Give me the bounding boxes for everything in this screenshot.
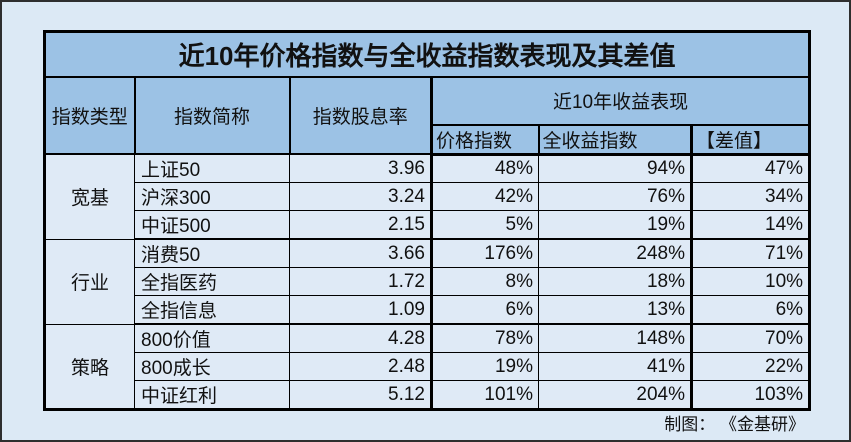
- total-return-cell: 13%: [538, 295, 692, 325]
- group-label-broad: 宽基: [44, 153, 135, 240]
- total-return-cell: 19%: [538, 210, 692, 240]
- dividend-cell: 3.66: [289, 238, 432, 268]
- total-return-cell: 204%: [538, 380, 692, 410]
- dividend-cell: 3.24: [289, 182, 432, 211]
- price-return-cell: 42%: [430, 182, 539, 211]
- header-total-return-index: 全收益指数: [537, 123, 693, 156]
- table-row: 中证红利 5.12 101% 204% 103%: [45, 380, 811, 410]
- header-index-type: 指数类型: [43, 75, 136, 155]
- dividend-cell: 3.96: [289, 153, 432, 183]
- price-return-cell: 5%: [430, 210, 539, 240]
- header-dividend-yield: 指数股息率: [288, 75, 433, 155]
- total-return-cell: 94%: [538, 153, 692, 183]
- price-return-cell: 19%: [430, 352, 539, 381]
- table-title: 近10年价格指数与全收益指数表现及其差值: [43, 30, 811, 78]
- total-return-cell: 18%: [538, 267, 692, 296]
- total-return-cell: 148%: [538, 323, 692, 353]
- table-row: 宽基 上证50 3.96 48% 94% 47%: [44, 153, 811, 240]
- index-name-cell: 沪深300: [134, 182, 290, 211]
- diff-cell: 14%: [689, 210, 811, 240]
- group-label-strategy: 策略: [44, 323, 135, 410]
- index-name-cell: 消费50: [134, 238, 290, 268]
- dividend-cell: 5.12: [289, 380, 432, 410]
- diff-cell: 10%: [689, 267, 811, 296]
- index-name-cell: 中证红利: [134, 380, 290, 410]
- header-price-index: 价格指数: [430, 123, 540, 156]
- title-row: 近10年价格指数与全收益指数表现及其差值: [43, 30, 811, 78]
- price-return-cell: 176%: [430, 238, 539, 268]
- price-return-cell: 6%: [430, 295, 539, 325]
- performance-table: 近10年价格指数与全收益指数表现及其差值 指数类型 指数简称 指数股息率 近10…: [43, 30, 812, 411]
- credit-text: 制图： 《金基研》: [664, 415, 805, 434]
- diff-cell: 47%: [689, 153, 811, 183]
- header-index-name: 指数简称: [133, 75, 291, 155]
- table-row: 中证500 2.15 5% 19% 14%: [45, 210, 811, 240]
- total-return-cell: 248%: [538, 238, 692, 268]
- table-row: 策略 800价值 4.28 78% 148% 70%: [44, 323, 811, 410]
- diff-cell: 34%: [689, 182, 811, 211]
- diff-cell: 71%: [689, 238, 811, 268]
- price-return-cell: 48%: [430, 153, 539, 183]
- table-row: 800成长 2.48 19% 41% 22%: [45, 352, 811, 381]
- total-return-cell: 76%: [538, 182, 692, 211]
- index-name-cell: 800价值: [134, 323, 290, 353]
- index-name-cell: 上证50: [134, 153, 290, 183]
- diff-cell: 70%: [689, 323, 811, 353]
- price-return-cell: 78%: [430, 323, 539, 353]
- price-return-cell: 101%: [430, 380, 539, 410]
- group-label-industry: 行业: [44, 238, 135, 325]
- index-name-cell: 中证500: [134, 210, 290, 240]
- table-row: 行业 消费50 3.66 176% 248% 71%: [44, 238, 811, 325]
- diff-cell: 22%: [689, 352, 811, 381]
- dividend-cell: 2.48: [289, 352, 432, 381]
- table-row: 沪深300 3.24 42% 76% 34%: [45, 182, 811, 211]
- price-return-cell: 8%: [430, 267, 539, 296]
- performance-table-container: 近10年价格指数与全收益指数表现及其差值 指数类型 指数简称 指数股息率 近10…: [43, 30, 812, 411]
- table-row: 全指信息 1.09 6% 13% 6%: [45, 295, 811, 325]
- index-name-cell: 全指医药: [134, 267, 290, 296]
- dividend-cell: 1.09: [289, 295, 432, 325]
- dividend-cell: 1.72: [289, 267, 432, 296]
- diff-cell: 6%: [689, 295, 811, 325]
- index-name-cell: 全指信息: [134, 295, 290, 325]
- subheader-row: 价格指数 全收益指数 【差值】: [45, 123, 811, 156]
- diff-cell: 103%: [689, 380, 811, 410]
- table-row: 全指医药 1.72 8% 18% 10%: [45, 267, 811, 296]
- total-return-cell: 41%: [538, 352, 692, 381]
- index-name-cell: 800成长: [134, 352, 290, 381]
- header-row: 指数类型 指数简称 指数股息率 近10年收益表现: [43, 75, 811, 155]
- header-performance-group: 近10年收益表现: [429, 75, 811, 126]
- header-difference: 【差值】: [689, 123, 811, 156]
- dividend-cell: 2.15: [289, 210, 432, 240]
- dividend-cell: 4.28: [289, 323, 432, 353]
